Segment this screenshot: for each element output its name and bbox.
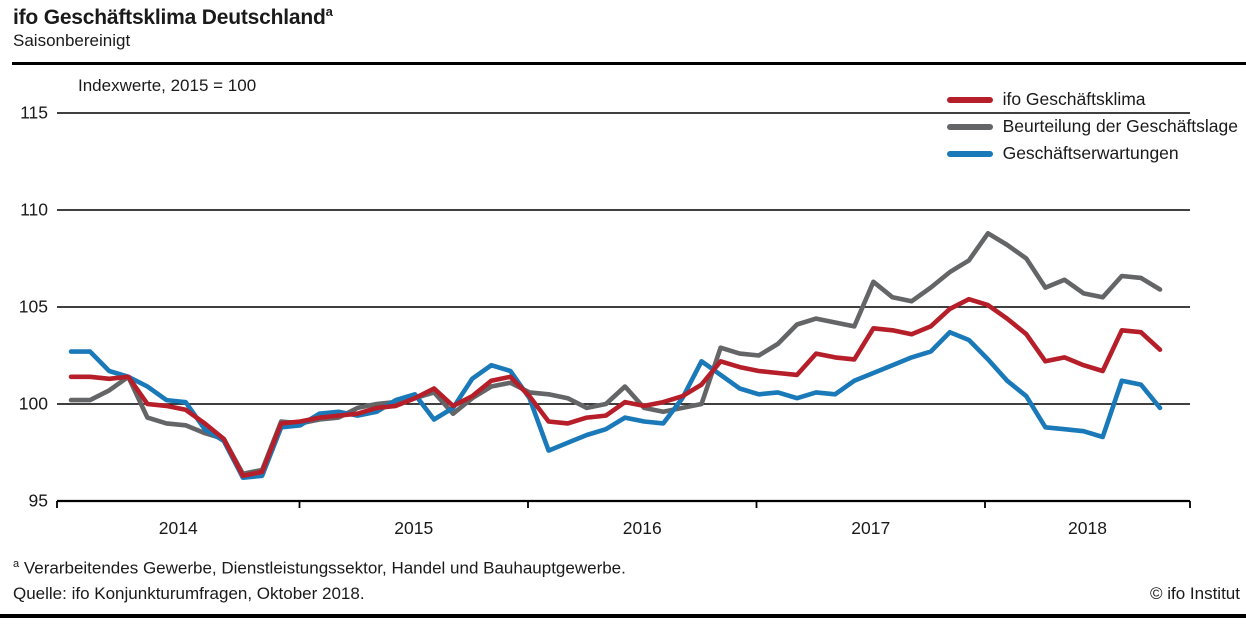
series-line-ifo-gesch-ftsklima [68, 296, 1163, 479]
series-line-beurteilung-der-gesch-ftslage [68, 231, 1163, 477]
legend-label: Beurteilung der Geschäftslage [1002, 116, 1238, 136]
top-divider [12, 62, 1246, 65]
page-subtitle: Saisonbereinigt [13, 31, 131, 50]
x-axis-year-label: 2014 [159, 518, 198, 538]
legend-line-swatch-red [946, 96, 993, 103]
footnote: a Verarbeitendes Gewerbe, Dienstleistung… [13, 558, 626, 579]
legend-item-geschaeftserwartungen: Geschäftserwartungen [946, 140, 1238, 167]
footnote-text: Verarbeitendes Gewerbe, Dienstleistungss… [23, 558, 626, 578]
page-title: ifo Geschäftsklima Deutschlanda [13, 4, 333, 30]
x-axis-year-label: 2015 [394, 518, 433, 538]
legend-line-swatch-blue [946, 150, 993, 157]
chart-legend: ifo Geschäftsklima Beurteilung der Gesch… [946, 86, 1238, 167]
y-axis-tick-label: 115 [20, 103, 48, 123]
index-base-annotation: Indexwerte, 2015 = 100 [78, 76, 257, 95]
legend-line-swatch-gray [946, 123, 993, 130]
legend-item-geschaeftslage: Beurteilung der Geschäftslage [946, 113, 1238, 140]
x-axis-year-label: 2017 [851, 518, 890, 538]
x-axis-year-label: 2016 [623, 518, 662, 538]
source-line: Quelle: ifo Konjunkturumfragen, Oktober … [13, 584, 365, 603]
page-title-text: ifo Geschäftsklima Deutschland [13, 6, 326, 29]
x-axis-year-label: 2018 [1068, 518, 1107, 538]
bottom-divider [0, 614, 1246, 618]
copyright: © ifo Institut [1149, 584, 1240, 603]
series-line-gesch-ftserwartungen [68, 329, 1163, 481]
title-footnote-marker: a [325, 4, 333, 19]
legend-label: ifo Geschäftsklima [1002, 89, 1146, 109]
y-axis-tick-label: 95 [29, 491, 48, 511]
footnote-marker: a [13, 558, 20, 570]
legend-item-geschaeftsklima: ifo Geschäftsklima [946, 86, 1238, 113]
legend-label: Geschäftserwartungen [1002, 143, 1179, 163]
y-axis-tick-label: 100 [19, 394, 48, 414]
y-axis-tick-label: 105 [19, 297, 48, 317]
y-axis-tick-label: 110 [20, 200, 48, 220]
